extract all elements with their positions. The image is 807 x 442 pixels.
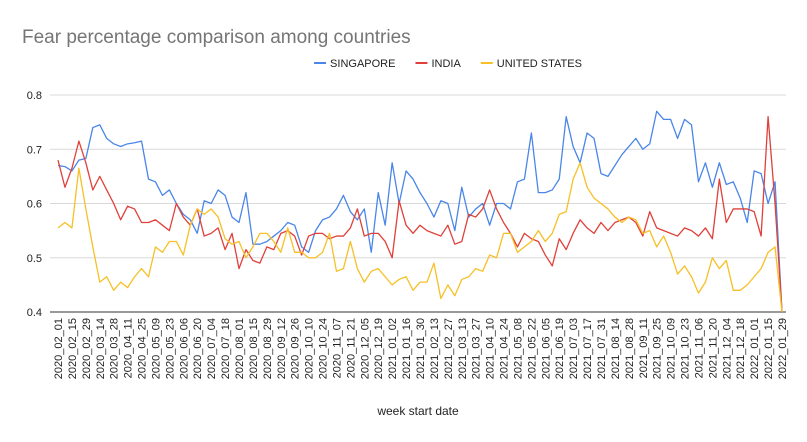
x-tick-label: 2020_08_29	[262, 318, 274, 379]
y-tick-label: 0.5	[27, 253, 42, 265]
x-tick-label: 2020_09_12	[276, 318, 288, 379]
x-tick-label: 2021_12_04	[721, 318, 733, 379]
x-tick-label: 2020_12_19	[373, 318, 385, 379]
x-tick-label: 2020_12_05	[359, 318, 371, 379]
legend-label: INDIA	[431, 58, 461, 70]
legend-label: SINGAPORE	[330, 58, 395, 70]
x-tick-label: 2021_08_28	[624, 318, 636, 379]
x-tick-label: 2021_07_31	[596, 318, 608, 379]
y-tick-label: 0.4	[27, 307, 42, 319]
x-tick-label: 2020_11_21	[345, 318, 357, 378]
x-tick-label: 2022_01_01	[749, 318, 761, 379]
series-line	[57, 162, 783, 313]
x-tick-label: 2021_05_22	[526, 318, 538, 379]
x-tick-label: 2021_12_18	[735, 318, 747, 379]
x-tick-label: 2021_06_05	[540, 318, 552, 379]
x-tick-label: 2021_04_24	[499, 318, 511, 379]
x-tick-label: 2020_08_15	[248, 318, 260, 379]
x-tick-label: 2022_01_29	[777, 318, 789, 379]
x-tick-label: 2021_01_16	[401, 318, 413, 379]
x-tick-label: 2020_05_09	[150, 318, 162, 379]
chart-title: Fear percentage comparison among countri…	[22, 27, 411, 48]
legend-label: UNITED STATES	[497, 58, 582, 70]
x-tick-label: 2021_11_06	[693, 318, 705, 378]
x-tick-label: 2020_07_04	[206, 318, 218, 379]
x-tick-label: 2021_03_27	[471, 318, 483, 379]
x-tick-label: 2020_03_28	[109, 318, 121, 379]
y-tick-label: 0.8	[27, 90, 42, 102]
x-tick-label: 2021_01_02	[387, 318, 399, 379]
x-axis-title: week start date	[376, 404, 459, 418]
x-tick-label: 2021_03_13	[457, 318, 469, 379]
x-tick-label: 2021_09_25	[652, 318, 664, 379]
x-tick-label: 2021_06_19	[554, 318, 566, 379]
x-tick-label: 2020_02_15	[67, 318, 79, 379]
x-tick-label: 2020_07_18	[220, 318, 232, 379]
x-tick-label: 2020_09_26	[290, 318, 302, 379]
x-tick-label: 2020_06_06	[178, 318, 190, 379]
x-tick-label: 2021_08_14	[610, 318, 622, 379]
x-tick-label: 2020_10_24	[318, 318, 330, 379]
x-tick-label: 2021_10_23	[680, 318, 692, 379]
y-tick-label: 0.6	[27, 199, 42, 211]
x-tick-label: 2020_10_10	[304, 318, 316, 379]
x-tick-label: 2020_04_11	[123, 318, 135, 378]
x-tick-label: 2020_06_20	[192, 318, 204, 379]
x-tick-label: 2020_08_01	[234, 318, 246, 379]
x-tick-label: 2021_05_08	[512, 318, 524, 379]
x-tick-label: 2020_11_07	[331, 318, 343, 378]
x-tick-label: 2020_02_01	[53, 318, 65, 379]
x-tick-label: 2021_09_11	[638, 318, 650, 378]
x-tick-label: 2020_04_25	[137, 318, 149, 379]
x-tick-label: 2021_02_27	[443, 318, 455, 379]
y-tick-label: 0.7	[27, 144, 42, 156]
x-tick-label: 2021_04_10	[485, 318, 497, 379]
x-tick-label: 2021_07_17	[582, 318, 594, 379]
series-line	[57, 116, 783, 313]
x-tick-label: 2021_11_20	[707, 318, 719, 378]
x-tick-label: 2021_01_30	[415, 318, 427, 379]
x-tick-label: 2020_02_29	[81, 318, 93, 379]
x-tick-label: 2022_01_15	[763, 318, 775, 379]
x-tick-label: 2021_10_09	[666, 318, 678, 379]
x-tick-label: 2021_02_13	[429, 318, 441, 379]
x-tick-label: 2021_07_03	[568, 318, 580, 379]
x-tick-label: 2020_05_23	[164, 318, 176, 379]
x-tick-label: 2020_03_14	[95, 318, 107, 379]
